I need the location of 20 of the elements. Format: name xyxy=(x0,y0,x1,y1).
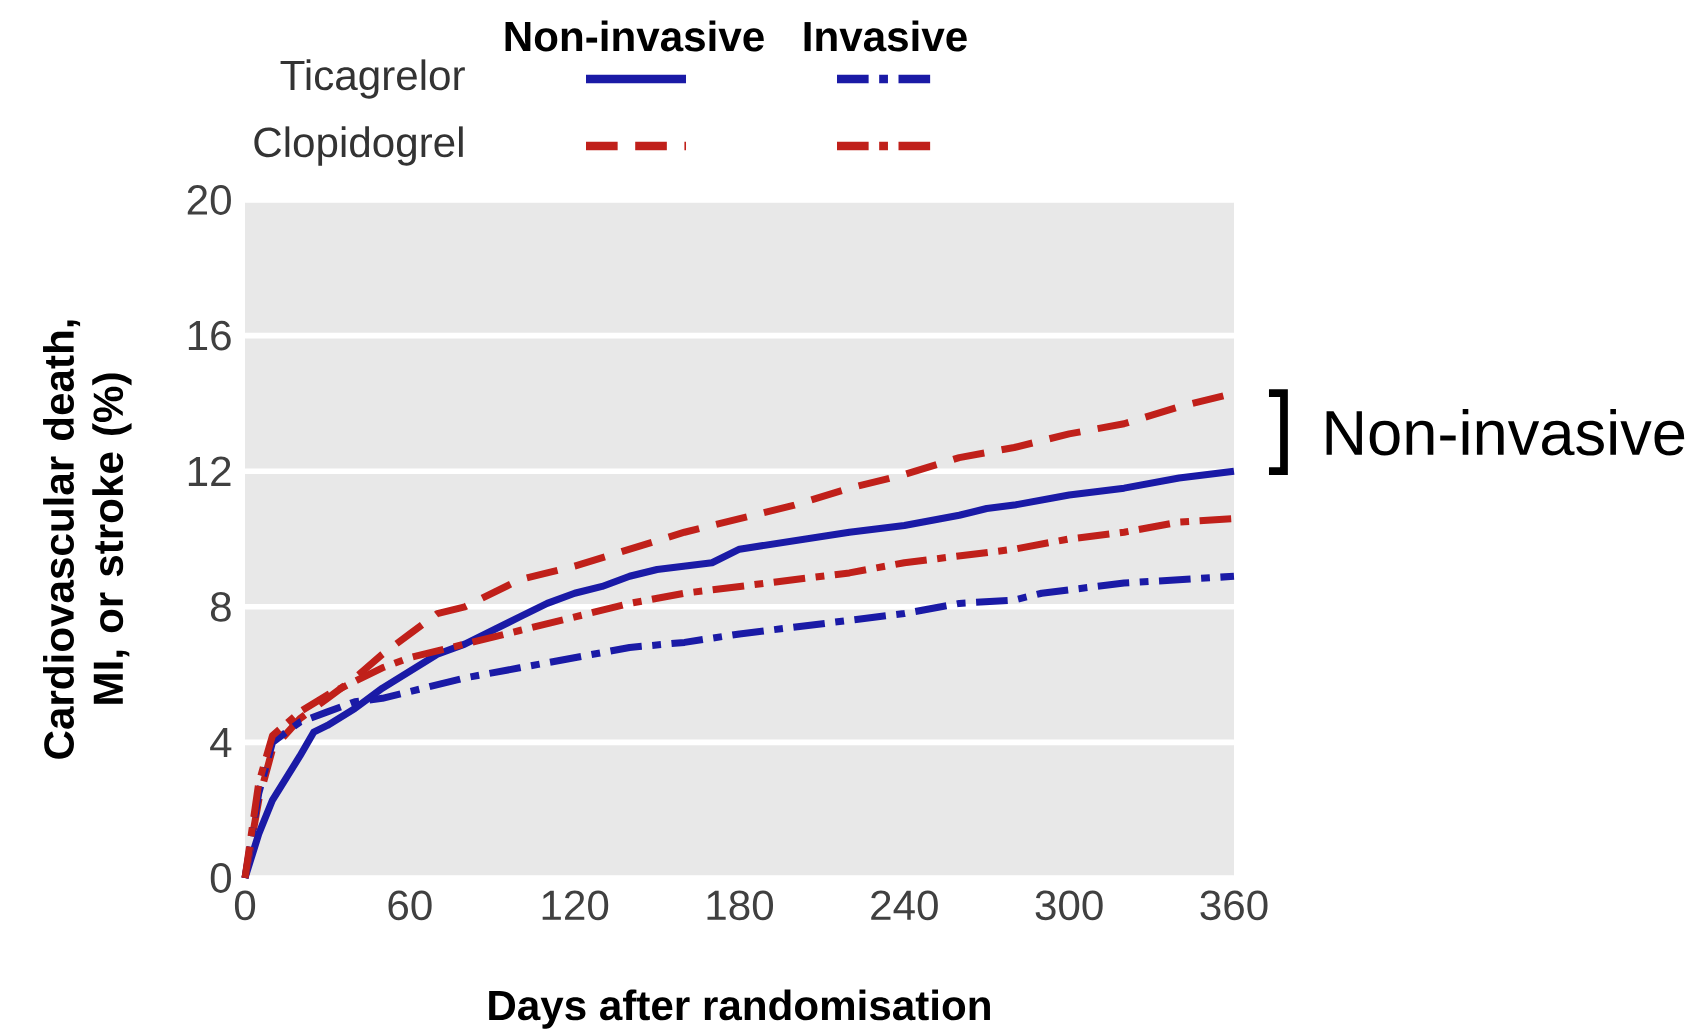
text: Clopidogrel xyxy=(254,126,463,166)
text: Non-invasive xyxy=(1326,408,1685,456)
x-axis-title: Days after randomisation xyxy=(489,989,990,1029)
x-tick-label: 0 xyxy=(234,890,256,921)
y-tick-label: 20 xyxy=(187,185,231,215)
y-tick-label: 8 xyxy=(210,591,231,622)
x-tick-label: 300 xyxy=(1035,890,1103,921)
x-tick-label: 240 xyxy=(871,890,938,921)
text: Ticagrelor xyxy=(280,59,465,99)
text: Invasive xyxy=(804,20,967,52)
y-tick-label: 0 xyxy=(210,863,231,893)
text: Non-invasive xyxy=(505,20,764,52)
x-tick-label: 60 xyxy=(388,890,432,921)
y-axis-title: Cardiovascular death, MI, or stroke (%) xyxy=(43,320,132,759)
y-tick-label: 12 xyxy=(188,456,231,486)
x-tick-label: 180 xyxy=(707,890,774,921)
x-tick-label: 120 xyxy=(542,890,609,921)
x-tick-label: 360 xyxy=(1200,890,1268,921)
y-tick-label: 4 xyxy=(210,727,232,757)
y-tick-label: 16 xyxy=(188,320,231,351)
